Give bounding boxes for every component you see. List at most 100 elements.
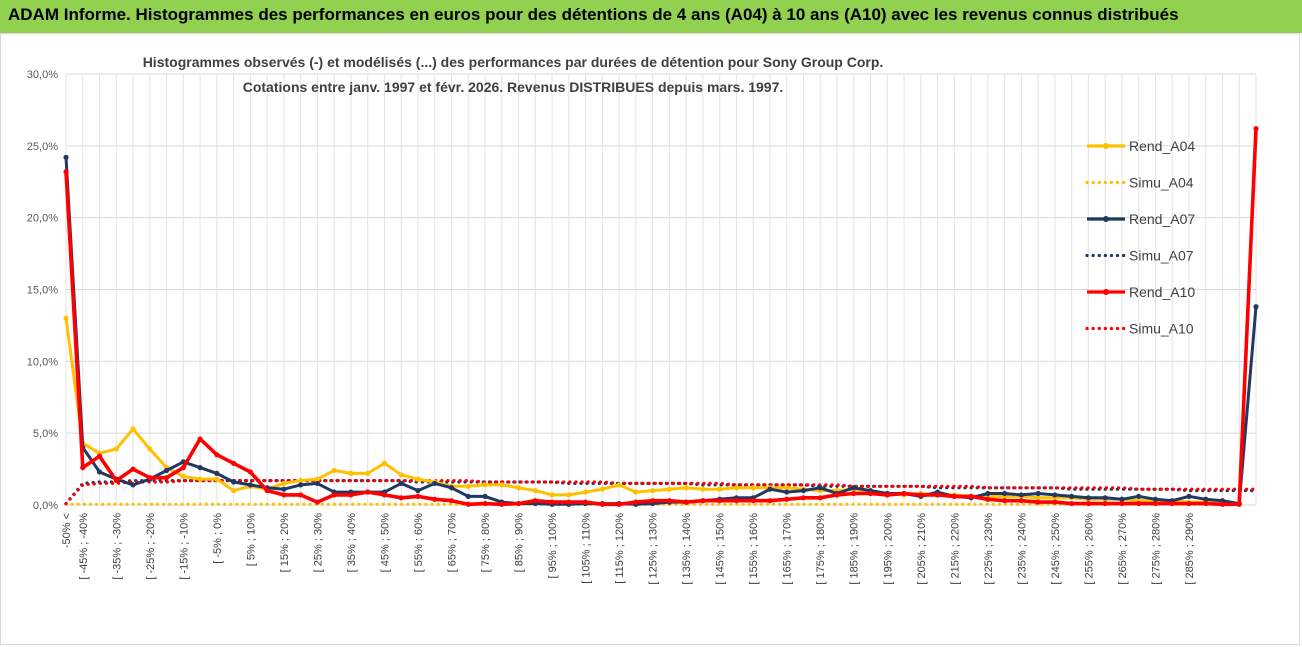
chart-title: Histogrammes observés (-) et modélisés (… [143,54,884,70]
rend-a10-point [398,495,404,501]
x-tick-label: [ 155% ; 160% [748,513,760,585]
rend-a10-point [884,492,890,498]
rend-a04-point [683,485,689,491]
rend-a07-point [197,465,203,471]
rend-a07-point [448,485,455,491]
x-tick-label: [ -45% ; -40% [78,513,90,580]
rend-a04-point [700,486,706,492]
rend-a10-point [650,498,656,504]
rend-a10-point [499,501,505,507]
rend-a07-point [465,493,471,499]
simu-a10-legend-label: Simu_A10 [1129,321,1194,337]
simu-a10-line [64,479,1258,506]
chart-frame: 0,0% 5,0% 10,0% 15,0% 20,0% 25,0% 30,0% -50% <… [0,33,1300,645]
x-tick-label: [ 205% ; 210% [916,513,928,585]
rend-a10-point [1253,125,1259,132]
y-axis: 0,0% 5,0% 10,0% 15,0% 20,0% 25,0% 30,0% [27,69,58,512]
rend-a10-point [1018,498,1024,504]
rend-a10-point [532,498,538,504]
rend-a10-point [415,493,421,499]
rend-a07-point [985,490,991,497]
x-tick-label: [ 235% ; 240% [1016,513,1028,585]
rend-a07-point [1136,493,1142,499]
rend-a07-point [398,480,404,487]
rend-a10-point [281,492,287,498]
x-tick-label: -50% < [61,513,73,548]
rend-a10-point [264,488,270,494]
y-tick-label: 5,0% [33,428,58,440]
x-axis: -50% < [ -45% ; -40% [ -35% ; -30% [ -25% ;… [61,513,1196,585]
rend-a10-point [1035,499,1041,505]
rend-a10-point [683,499,689,505]
rend-a10-point [63,169,69,175]
rend-a07-point [784,489,790,495]
rend-a10-point [918,492,924,498]
rend-a10-point [951,493,957,499]
x-tick-label: [ 265% ; 270% [1117,513,1129,585]
report-banner: ADAM Informe. Histogrammes des performan… [0,0,1302,33]
rend-a10-point [163,475,170,481]
rend-a10-point [985,496,991,502]
rend-a10-point [1069,500,1075,507]
rend-a04-point [750,485,756,491]
rend-a10-point [1203,500,1209,507]
rend-a07-point [1203,496,1209,502]
rend-a07-point [817,485,823,491]
rend-a10-point [666,498,672,504]
rend-a10-point [113,477,119,484]
x-tick-label: [ 45% ; 50% [379,513,391,573]
rend-a10-point [851,490,857,497]
legend: Rend_A04 Simu_A04 Rend_A07 Simu_A07 Rend_A10… [1085,138,1195,337]
rend-a10-point [314,499,321,505]
rend-a04-legend-marker [1103,143,1109,149]
rend-a04-point [482,482,488,488]
rend-a04-point [331,467,337,474]
x-tick-label: [ -25% ; -20% [145,513,157,580]
x-tick-label: [ 145% ; 150% [715,513,727,585]
rend-a07-point [432,480,438,487]
x-tick-label: [ 175% ; 180% [815,513,827,585]
rend-a04-point [784,485,790,491]
rend-a10-point [365,489,371,495]
rend-a07-point [1018,492,1024,498]
rend-a10-point [800,495,807,501]
rend-a04-line [64,318,1223,506]
rend-a07-point [1001,490,1008,497]
rend-a10-point [1186,500,1192,507]
rend-a07-point [800,488,807,494]
rend-a10-point [147,475,153,481]
rend-a07-point [1119,496,1125,502]
x-tick-label: [ 255% ; 260% [1083,513,1095,585]
rend-a04-point [180,473,186,479]
rend-a10-line [64,128,1258,507]
rend-a04-point [214,476,220,482]
rend-a07-point [1186,493,1192,499]
x-tick-label: [ -5% ; 0% [212,513,224,564]
x-tick-label: [ 215% ; 220% [949,513,961,585]
rend-a07-legend-label: Rend_A07 [1129,211,1195,227]
rend-a10-point [733,498,740,504]
rend-a07-point [1219,498,1226,504]
rend-a10-point [381,492,388,498]
rend-a04-point [63,315,69,321]
x-tick-label: [ 185% ; 190% [849,513,861,585]
rend-a04-point [650,488,656,494]
x-tick-label: [ 55% ; 60% [413,513,425,573]
rend-a04-point [465,483,471,489]
series-lines [63,125,1259,507]
simu-a04-legend-label: Simu_A04 [1129,175,1194,191]
rend-a07-point [1102,495,1108,501]
rend-a10-point [1169,500,1175,507]
rend-a10-point [298,492,304,498]
rend-a10-point [348,492,354,498]
rend-a07-point [851,485,857,491]
rend-a10-point [448,498,455,504]
rend-a10-point [1052,499,1058,505]
rend-a07-point [1085,495,1091,501]
rend-a10-point [180,465,186,471]
y-tick-label: 30,0% [27,69,58,81]
rend-a10-point [1119,500,1125,507]
rend-a04-point [532,488,538,494]
y-tick-label: 0,0% [33,500,58,512]
gridlines [65,73,1257,506]
